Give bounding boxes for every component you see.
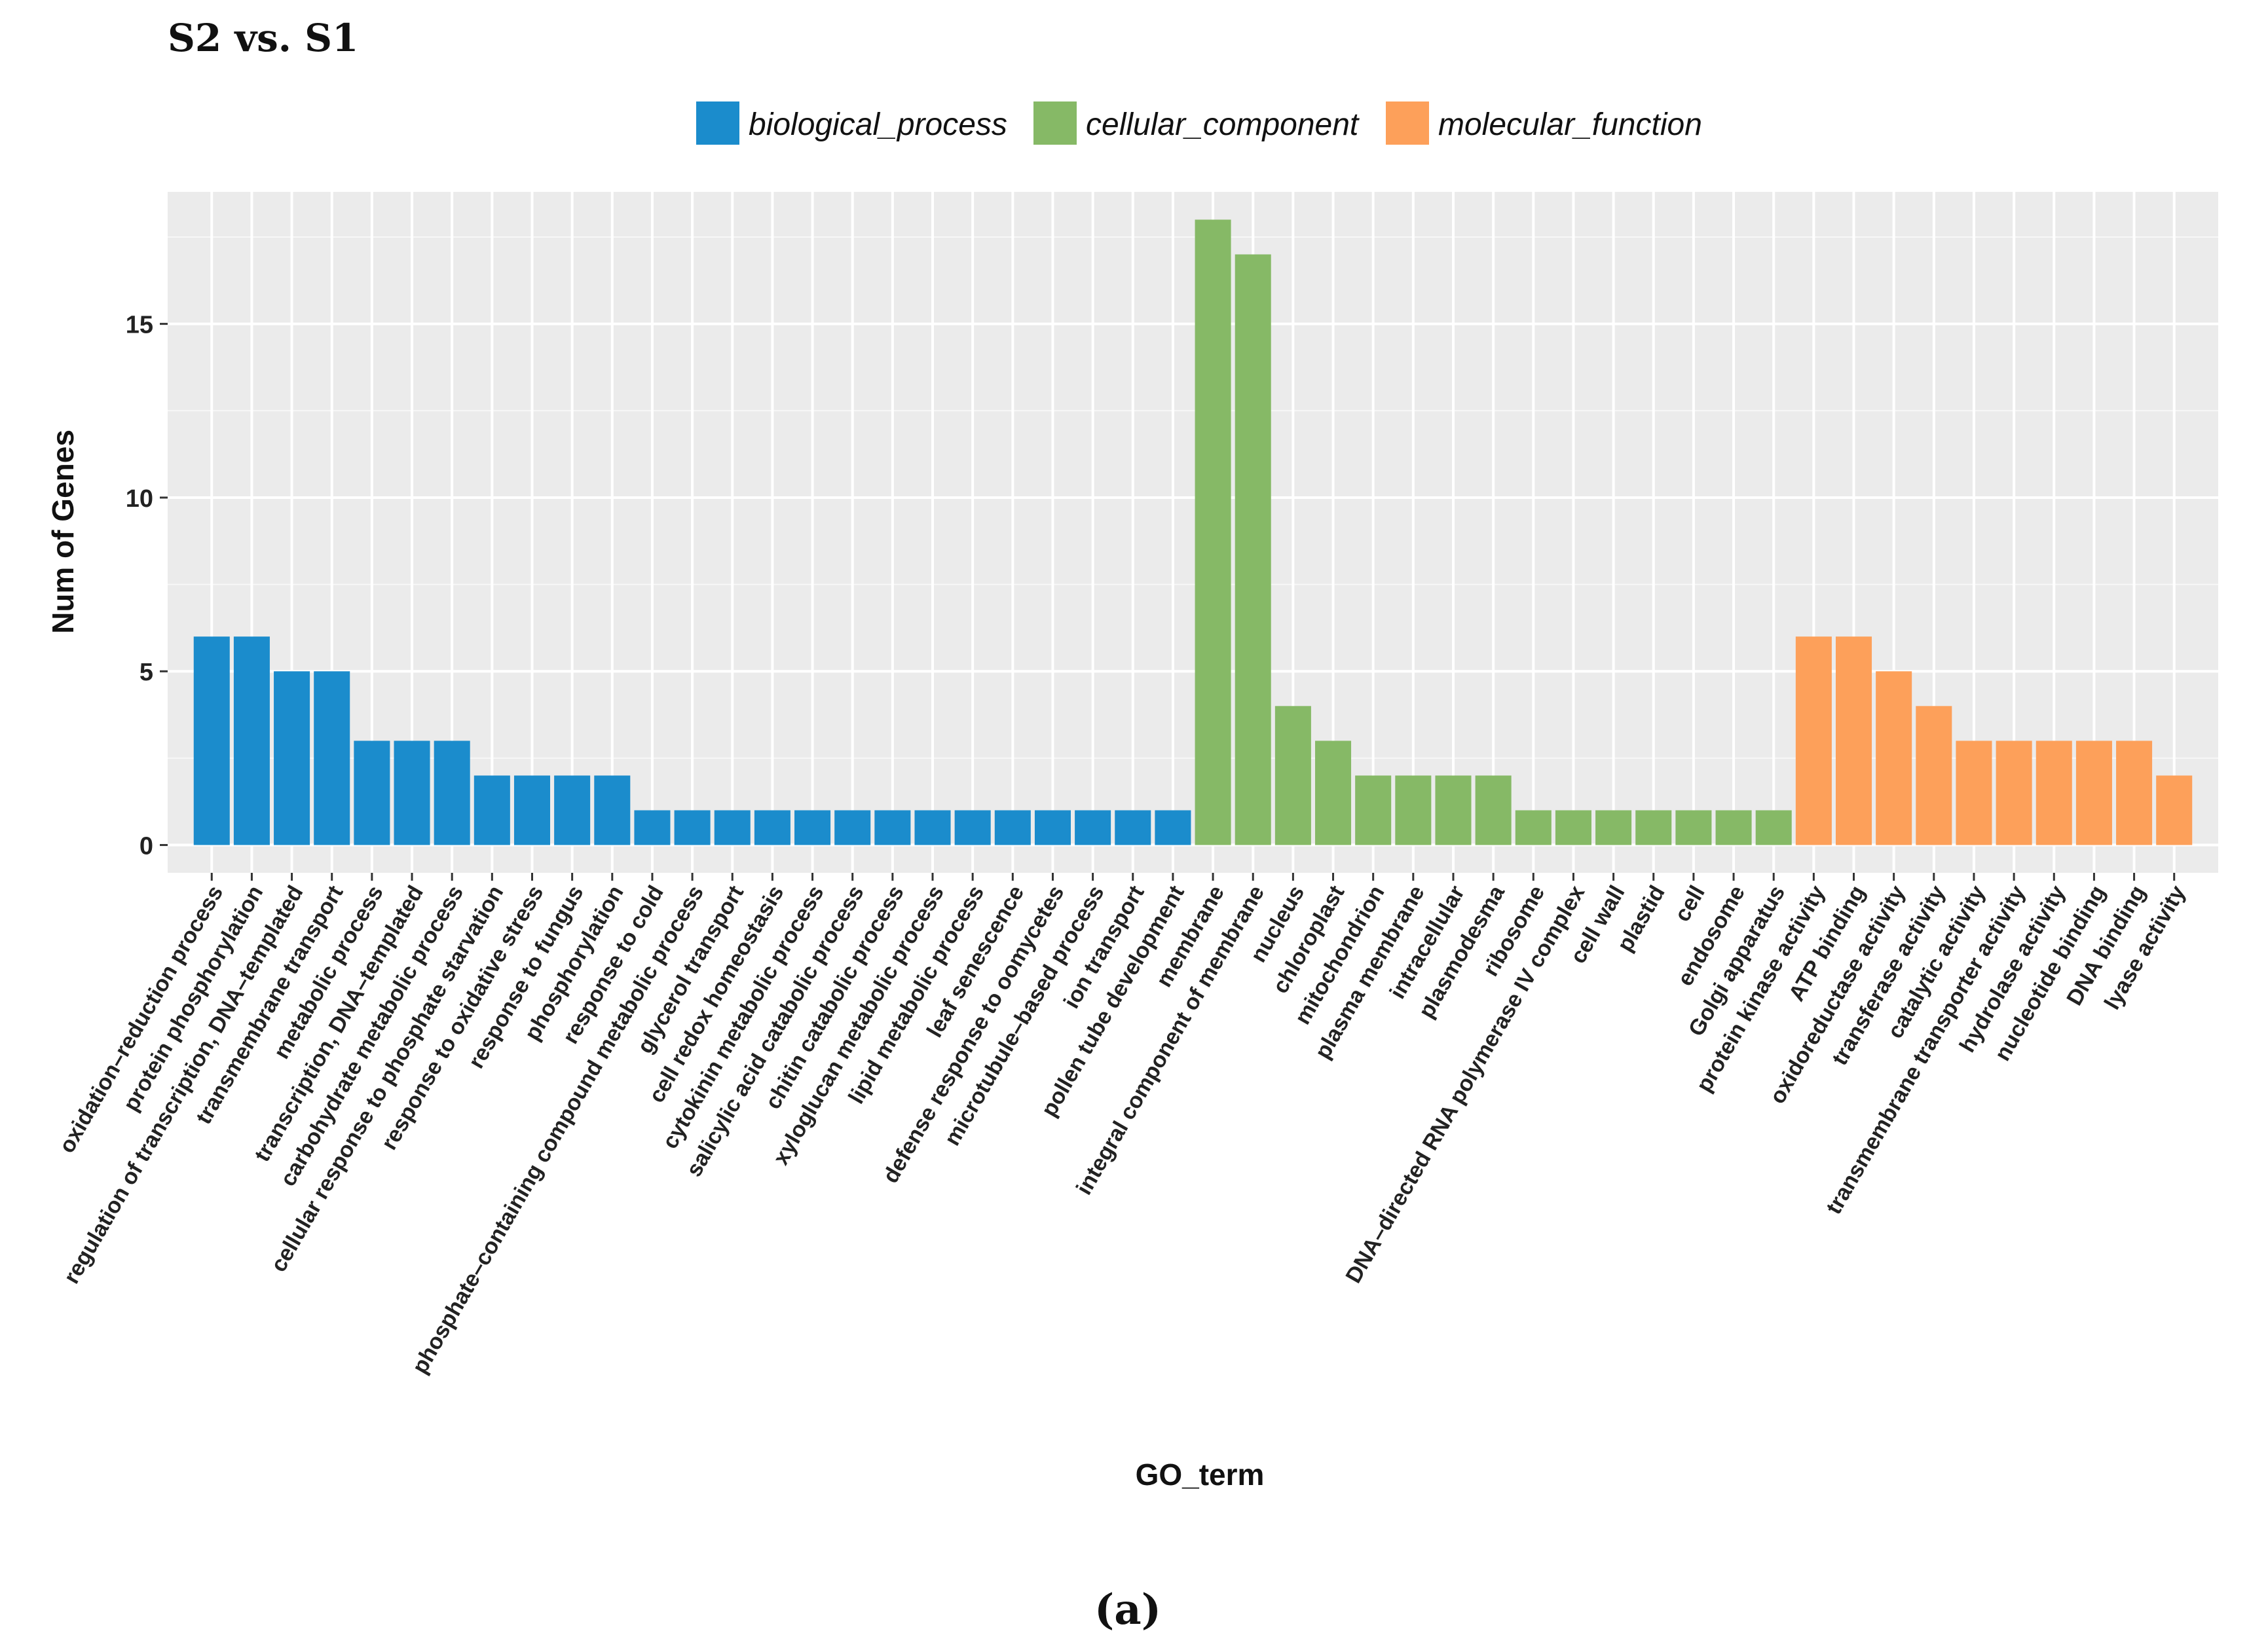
bar (1675, 810, 1712, 845)
bar (1274, 706, 1311, 845)
chart-title: S2 vs. S1 (168, 16, 358, 60)
bar (1555, 810, 1591, 845)
bar (1075, 810, 1111, 845)
bar (754, 810, 790, 845)
bar (794, 810, 831, 845)
bar (1715, 810, 1752, 845)
bar (1115, 810, 1151, 845)
bar (1996, 741, 2032, 845)
panel-caption-letter: a (1114, 1585, 1141, 1634)
bar (954, 810, 991, 845)
bar (874, 810, 911, 845)
legend-label-biological-process: biological_process (749, 107, 1007, 142)
bar (914, 810, 951, 845)
legend-label-cellular-component: cellular_component (1086, 107, 1360, 142)
bar (434, 741, 470, 845)
bar (193, 636, 230, 845)
bar (1235, 254, 1271, 845)
y-tick-label: 10 (126, 485, 153, 513)
bar (1755, 810, 1792, 845)
bar (1475, 775, 1512, 845)
legend-swatch-biological-process (696, 101, 739, 145)
bar (1355, 775, 1392, 845)
bar (1916, 706, 1952, 845)
legend-swatch-molecular-function (1386, 101, 1429, 145)
bar (1435, 775, 1472, 845)
bar (233, 636, 270, 845)
bar (1315, 741, 1352, 845)
bar (834, 810, 871, 845)
x-tick-label: cell (1670, 881, 1710, 926)
bar (1155, 810, 1191, 845)
bar (513, 775, 551, 845)
bar (2116, 741, 2153, 845)
bar (1195, 219, 1231, 845)
bar (634, 810, 671, 845)
bar (1835, 636, 1872, 845)
bar (674, 810, 711, 845)
bar (2035, 741, 2072, 845)
y-tick-label: 5 (139, 659, 153, 686)
bar (2156, 775, 2193, 845)
bar (1034, 810, 1071, 845)
bar (1795, 636, 1832, 845)
bar (354, 741, 390, 845)
bar (274, 671, 310, 845)
bar (314, 671, 350, 845)
y-axis-title: Num of Genes (46, 430, 80, 634)
bar (394, 741, 430, 845)
x-axis-title: GO_term (1136, 1458, 1265, 1492)
bar (594, 775, 631, 845)
bar (2075, 741, 2112, 845)
bar (1395, 775, 1432, 845)
bar (714, 810, 751, 845)
legend-swatch-cellular-component (1033, 101, 1077, 145)
bar (1876, 671, 1912, 845)
bar (994, 810, 1031, 845)
bar (1956, 741, 1992, 845)
y-tick-label: 15 (126, 312, 153, 339)
bar (554, 775, 591, 845)
bar (1515, 810, 1552, 845)
bar (1635, 810, 1672, 845)
bar (474, 775, 510, 845)
y-axis: 0 5 10 15 (126, 312, 168, 860)
panel-caption: (a) (1094, 1585, 1161, 1634)
y-tick-label: 0 (139, 833, 153, 860)
legend: biological_process cellular_component mo… (696, 101, 1702, 145)
legend-label-molecular-function: molecular_function (1438, 107, 1702, 142)
bars (193, 219, 2193, 845)
bar (1595, 810, 1632, 845)
